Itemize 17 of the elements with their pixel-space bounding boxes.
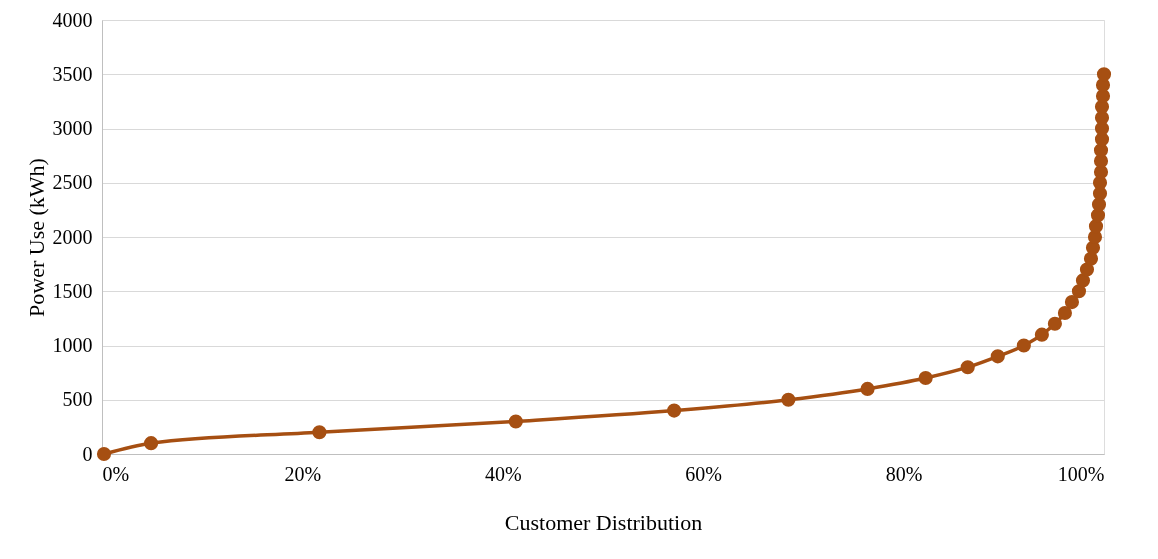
x-axis-title: Customer Distribution	[504, 509, 703, 535]
y-tick-label: 3000	[52, 117, 93, 139]
x-tick-label: 80%	[885, 462, 923, 485]
y-tick-label: 2000	[52, 225, 93, 248]
y-tick-label: 2500	[52, 171, 93, 194]
y-tick-label: 0	[82, 442, 93, 465]
y-tick-label: 4000	[52, 8, 93, 31]
y-axis-title: Power Use (kWh)	[23, 158, 49, 317]
x-tick-label: 20%	[284, 462, 322, 485]
y-tick-label: 1500	[52, 279, 93, 302]
y-tick-label: 500	[62, 388, 93, 411]
y-tick-label: 1000	[52, 334, 93, 356]
y-tick-label: 3500	[52, 62, 93, 85]
x-tick-label: 100%	[1057, 462, 1105, 485]
x-tick-label: 40%	[484, 462, 522, 485]
x-tick-label: 0%	[102, 462, 130, 485]
x-tick-label: 60%	[685, 462, 723, 485]
